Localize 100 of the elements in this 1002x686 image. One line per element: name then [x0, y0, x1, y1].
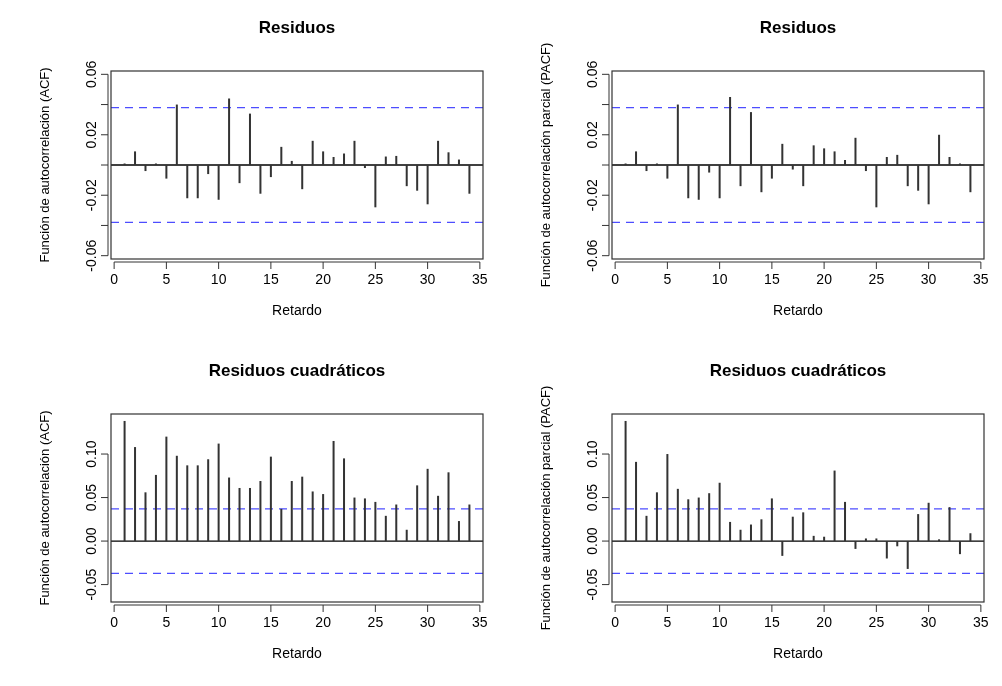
- bar: [896, 154, 899, 165]
- bar: [384, 515, 387, 542]
- bar: [718, 482, 721, 542]
- y-tick-label: 0.00: [83, 527, 99, 555]
- y-tick-label: 0.00: [584, 527, 600, 555]
- y-tick-label: -0.05: [584, 568, 600, 601]
- y-tick-label: 0.02: [584, 120, 600, 149]
- bar: [948, 156, 951, 165]
- bar: [760, 519, 763, 542]
- bar: [228, 98, 231, 165]
- bar: [311, 491, 314, 542]
- bar: [624, 420, 627, 542]
- bar: [384, 156, 387, 165]
- bar: [864, 538, 867, 542]
- bar: [353, 140, 356, 165]
- y-axis-title: Función de autocorrelación parcial (PACF): [538, 385, 553, 631]
- bar: [374, 165, 377, 208]
- bar: [739, 529, 742, 542]
- bar: [343, 153, 346, 165]
- x-tick-label: 30: [419, 271, 436, 287]
- bar: [144, 165, 147, 172]
- bar: [864, 165, 867, 172]
- bar: [123, 420, 126, 542]
- bar: [927, 165, 930, 205]
- y-axis-title: Función de autocorrelación parcial (PACF): [538, 42, 553, 288]
- x-tick-label: 0: [611, 271, 620, 287]
- bar: [217, 165, 220, 200]
- bar: [739, 165, 742, 187]
- bar: [938, 134, 941, 165]
- bar: [395, 155, 398, 165]
- y-tick-label: 0.05: [584, 483, 600, 512]
- bar: [906, 541, 909, 569]
- bar: [666, 165, 669, 179]
- bar: [217, 443, 220, 542]
- x-tick-label: 30: [920, 271, 937, 287]
- y-tick-label: 0.06: [584, 60, 600, 88]
- bar: [969, 533, 972, 542]
- bar: [885, 541, 888, 559]
- x-tick-label: 0: [110, 614, 119, 630]
- y-tick-label: -0.05: [83, 568, 99, 601]
- bar: [269, 165, 272, 178]
- bar: [749, 112, 752, 165]
- bar: [635, 151, 638, 165]
- x-tick-label: 0: [611, 614, 620, 630]
- bar: [332, 440, 335, 542]
- x-tick-label: 35: [973, 614, 989, 630]
- bar: [154, 474, 157, 542]
- bar: [468, 504, 471, 542]
- bar: [165, 165, 168, 179]
- bar: [844, 160, 847, 165]
- bar: [854, 541, 857, 549]
- x-tick-label: 25: [367, 614, 384, 630]
- bar: [196, 465, 199, 542]
- bar: [311, 140, 314, 165]
- bar: [322, 494, 325, 542]
- bar: [175, 455, 178, 542]
- chart-title: Residuos cuadráticos: [709, 361, 887, 380]
- x-tick-label: 20: [315, 271, 332, 287]
- bar: [791, 516, 794, 542]
- bar: [228, 477, 231, 542]
- x-tick-label: 5: [162, 271, 171, 287]
- bar: [896, 541, 899, 547]
- x-tick-label: 35: [472, 614, 488, 630]
- bar: [802, 512, 805, 542]
- bar: [468, 165, 471, 194]
- chart-title: Residuos cuadráticos: [208, 361, 386, 380]
- bar: [708, 165, 711, 173]
- bar: [416, 165, 419, 191]
- bar: [457, 159, 460, 165]
- bar: [248, 487, 251, 542]
- bar: [781, 143, 784, 165]
- bar: [437, 140, 440, 165]
- bar: [917, 165, 920, 191]
- bar: [718, 165, 721, 199]
- x-axis-title: Retardo: [272, 302, 323, 318]
- bar: [749, 524, 752, 542]
- x-tick-label: 30: [920, 614, 937, 630]
- bar: [697, 165, 700, 200]
- bar: [676, 104, 679, 165]
- y-tick-label: -0.06: [83, 239, 99, 272]
- bar: [196, 165, 199, 199]
- bar: [134, 447, 137, 542]
- bar: [927, 502, 930, 542]
- y-tick-label: 0.10: [83, 440, 99, 468]
- x-tick-label: 15: [263, 614, 279, 630]
- bar: [301, 476, 304, 542]
- bar: [645, 515, 648, 542]
- bar: [395, 504, 398, 542]
- y-tick-label: -0.02: [584, 179, 600, 212]
- bar: [833, 470, 836, 542]
- bar: [875, 165, 878, 208]
- y-tick-label: 0.02: [83, 120, 99, 149]
- bar: [655, 492, 658, 542]
- x-axis-title: Retardo: [773, 645, 824, 661]
- y-tick-label: 0.06: [83, 60, 99, 88]
- bar: [290, 481, 293, 542]
- x-tick-label: 20: [816, 271, 833, 287]
- bar: [917, 514, 920, 542]
- bar: [186, 465, 189, 542]
- bar: [134, 151, 137, 165]
